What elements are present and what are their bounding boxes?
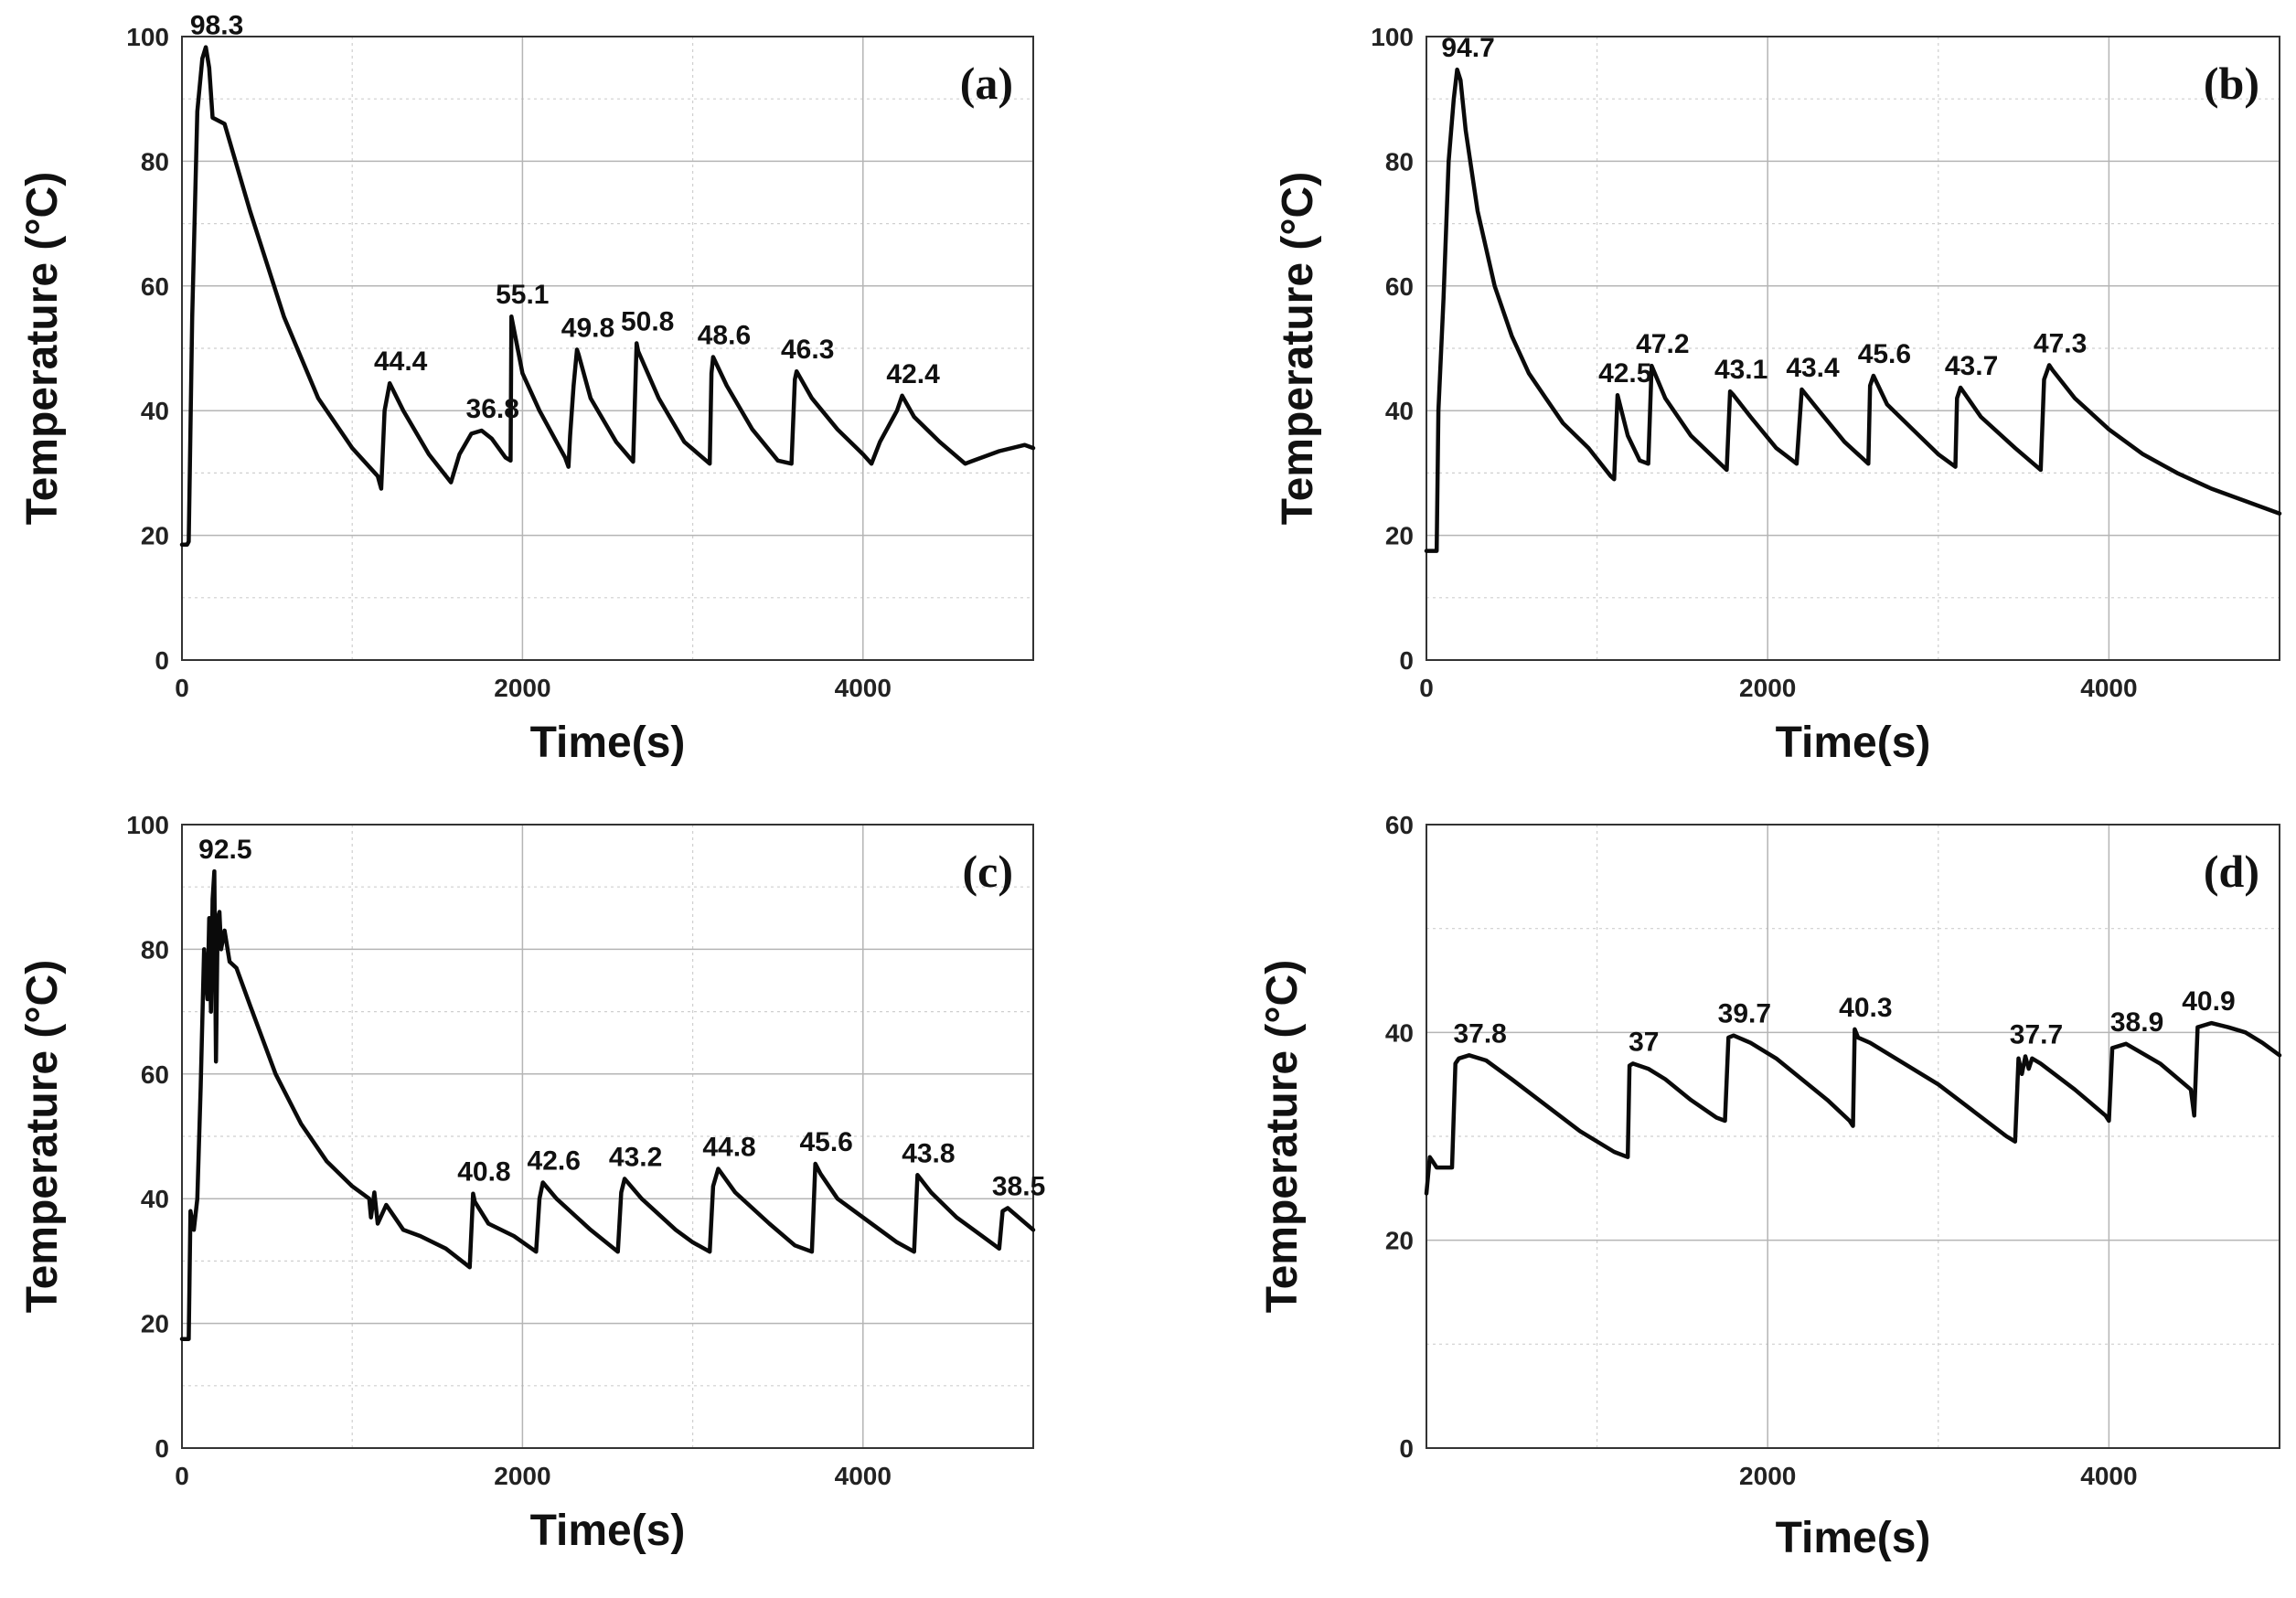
temperature-series-line — [179, 868, 1036, 1341]
panel-a: 0 20 40 60 80 100 0 2000 4000 Time(s) Temperature … — [18, 11, 1036, 767]
y-tick-label: 100 — [1371, 23, 1414, 51]
peak-value-label: 39.7 — [1718, 999, 1771, 1029]
y-axis-label: Temperature (°C) — [1274, 172, 1322, 525]
peak-value-label: 92.5 — [198, 835, 251, 865]
temperature-series-line — [1424, 67, 2282, 553]
y-tick-label: 80 — [1385, 147, 1414, 176]
peak-value-label: 45.6 — [799, 1127, 852, 1157]
y-tick-label: 60 — [141, 1060, 169, 1089]
y-axis-label: Temperature (°C) — [18, 172, 67, 525]
y-tick-label: 100 — [126, 811, 169, 839]
plot-area-frame — [1426, 824, 2280, 1449]
y-tick-label: 40 — [141, 397, 169, 425]
peak-value-label: 38.9 — [2110, 1007, 2163, 1038]
x-axis-label: Time(s) — [530, 719, 686, 767]
y-tick-label: 20 — [1385, 1227, 1414, 1255]
peak-value-label: 55.1 — [496, 280, 549, 310]
peak-value-label: 44.8 — [702, 1132, 755, 1162]
peak-value-label: 47.2 — [1636, 329, 1689, 359]
peak-value-label: 43.8 — [902, 1138, 955, 1168]
y-tick-label: 20 — [141, 1310, 169, 1338]
plot-area-frame — [181, 36, 1034, 661]
peak-value-label: 37 — [1629, 1027, 1659, 1057]
y-tick-label: 0 — [1399, 1434, 1414, 1463]
peak-value-label: 98.3 — [190, 11, 243, 41]
peak-value-label: 94.7 — [1441, 33, 1494, 63]
panel-label: (a) — [960, 58, 1013, 109]
y-tick-label: 60 — [1385, 272, 1414, 301]
peak-value-label: 36.8 — [466, 394, 519, 424]
panel-label: (b) — [2204, 58, 2259, 109]
peak-value-label: 50.8 — [621, 307, 674, 337]
x-tick-label: 2000 — [1739, 674, 1796, 702]
x-axis-label: Time(s) — [1776, 1514, 1931, 1562]
panel-d: 0 20 40 60 2000 4000 Time(s) Temperature (°C) (d… — [1258, 811, 2282, 1562]
y-tick-label: 0 — [155, 646, 169, 675]
peak-value-label: 43.2 — [609, 1142, 662, 1172]
x-axis-label: Time(s) — [1776, 719, 1931, 767]
y-tick-label: 100 — [126, 23, 169, 51]
y-axis-label: Temperature (°C) — [18, 960, 67, 1313]
panel-b: 0 20 40 60 80 100 0 2000 4000 Time(s) Temperature … — [1274, 23, 2282, 767]
peak-value-label: 37.7 — [2010, 1019, 2063, 1049]
y-tick-label: 60 — [141, 272, 169, 301]
x-tick-label: 0 — [175, 674, 189, 702]
y-tick-label: 60 — [1385, 811, 1414, 839]
peak-value-label: 40.3 — [1839, 993, 1892, 1023]
x-tick-label: 2000 — [494, 674, 550, 702]
x-tick-label: 4000 — [2080, 1462, 2137, 1490]
y-tick-label: 40 — [1385, 397, 1414, 425]
peak-value-label: 43.4 — [1786, 353, 1840, 383]
panel-label: (c) — [963, 846, 1014, 897]
x-tick-label: 4000 — [835, 674, 892, 702]
temperature-series-line — [179, 45, 1036, 548]
peak-value-label: 46.3 — [781, 335, 834, 365]
y-tick-label: 40 — [1385, 1018, 1414, 1047]
peak-value-label: 43.1 — [1714, 355, 1767, 385]
y-tick-label: 20 — [1385, 522, 1414, 550]
panel-label: (d) — [2204, 846, 2259, 897]
y-tick-label: 40 — [141, 1185, 169, 1213]
peak-value-label: 37.8 — [1453, 1018, 1506, 1049]
peak-value-label: 38.5 — [992, 1171, 1045, 1201]
x-tick-label: 0 — [1419, 674, 1434, 702]
y-tick-label: 80 — [141, 935, 169, 964]
y-tick-label: 0 — [1399, 646, 1414, 675]
peak-value-label: 47.3 — [2034, 328, 2087, 358]
y-axis-label: Temperature (°C) — [1258, 960, 1307, 1313]
peak-value-label: 45.6 — [1858, 339, 1911, 369]
plot-area-frame — [181, 824, 1034, 1449]
peak-value-label: 44.4 — [374, 346, 428, 377]
y-tick-label: 80 — [141, 147, 169, 176]
x-tick-label: 4000 — [2080, 674, 2137, 702]
peak-value-label: 42.6 — [528, 1145, 581, 1176]
x-tick-label: 2000 — [1739, 1462, 1796, 1490]
y-tick-label: 20 — [141, 522, 169, 550]
temperature-series-line — [1424, 1020, 2282, 1196]
peak-value-label: 40.9 — [2182, 986, 2235, 1017]
peak-value-label: 48.6 — [698, 321, 751, 351]
x-tick-label: 2000 — [494, 1462, 550, 1490]
peak-value-label: 40.8 — [457, 1157, 510, 1188]
peak-value-label: 42.4 — [886, 359, 940, 389]
peak-value-label: 49.8 — [561, 313, 614, 343]
panel-c: 0 20 40 60 80 100 0 2000 4000 Time(s) Temperature … — [18, 811, 1045, 1555]
x-axis-label: Time(s) — [530, 1507, 686, 1555]
plot-area-frame — [1426, 36, 2280, 661]
peak-value-label: 43.7 — [1945, 351, 1998, 381]
x-tick-label: 4000 — [835, 1462, 892, 1490]
y-tick-label: 0 — [155, 1434, 169, 1463]
x-tick-label: 0 — [175, 1462, 189, 1490]
peak-value-label: 42.5 — [1598, 358, 1651, 389]
